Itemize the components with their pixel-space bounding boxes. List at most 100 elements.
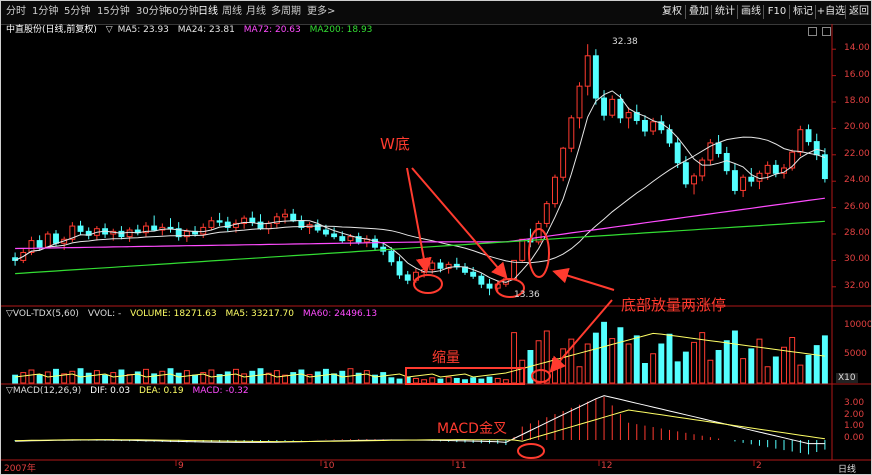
volume-bar (592, 332, 599, 384)
candle-body (543, 203, 550, 224)
timeframe-tab-1min[interactable]: 1分钟 (32, 6, 59, 17)
vol-ma5-readout: MA5: 33217.70 (225, 309, 294, 319)
volume-bar (151, 373, 158, 384)
volume-bar (85, 372, 92, 384)
timeframe-tab-multi[interactable]: 多周期 (271, 6, 301, 17)
candle-body (36, 240, 43, 248)
candle-body (748, 176, 755, 182)
price-tick-label: 16.00 (844, 69, 870, 80)
timeframe-tab-5min[interactable]: 5分钟 (64, 6, 91, 17)
volume-bar (102, 374, 109, 384)
volume-bar (691, 341, 697, 384)
volume-indicator-line: ▽VOL-TDX(5,60) VVOL: - VOLUME: 18271.63 … (6, 309, 383, 320)
price-tick-label: 28.00 (844, 228, 870, 238)
candle-body (224, 221, 231, 228)
timeframe-tab-day[interactable]: 日线 (198, 6, 218, 17)
volume-breakout-circle (531, 369, 551, 383)
candle-body (674, 142, 681, 164)
volume-bar (380, 372, 387, 384)
low-price-label: 13.36 (514, 290, 540, 300)
candle-body (183, 230, 190, 238)
volume-bar (175, 372, 182, 384)
candle-body (682, 162, 689, 185)
macd-readout: MACD: -0.32 (192, 386, 249, 396)
f10-button[interactable]: F10 (763, 5, 790, 19)
volume-readout: VOLUME: 18271.63 (130, 309, 217, 319)
candle-body (478, 275, 485, 285)
candle-body (175, 228, 182, 238)
volume-bar (183, 370, 190, 384)
volume-bar (535, 340, 542, 384)
timeframe-tab-week[interactable]: 周线 (222, 6, 242, 17)
volume-bar (232, 368, 239, 384)
toolbar: 分时 1分钟 5分钟 15分钟 30分钟 60分钟 日线 周线 月线 多周期 更… (0, 0, 872, 25)
candle-body (331, 233, 338, 238)
w-right-circle (495, 278, 525, 298)
add-watchlist-button[interactable]: +自选 (815, 5, 846, 19)
main-indicator-line: 中直股份(日线,前复权) ▽ MA5: 23.93 MA24: 23.81 MA… (6, 25, 378, 36)
macd-golden-cross-annotation: MACD金叉 (437, 421, 507, 437)
volume-bar (257, 368, 264, 384)
close-icon[interactable] (822, 27, 831, 36)
ma-toggle[interactable]: ▽ (105, 25, 113, 35)
w-arrow-right (411, 167, 508, 280)
fuquan-button[interactable]: 复权 (662, 6, 682, 17)
draw-line-button[interactable]: 画线 (737, 5, 764, 19)
timeframe-tab-minute[interactable]: 分时 (6, 6, 26, 17)
volume-bar (306, 374, 313, 384)
candle-body (552, 176, 558, 205)
candle-body (821, 154, 828, 180)
timeframe-tab-30min[interactable]: 30分钟 (136, 6, 169, 17)
stock-name: 中直股份(日线,前复权) (6, 25, 97, 35)
back-button[interactable]: 返回 (845, 5, 872, 19)
volume-bar (789, 337, 796, 384)
candle-body (740, 176, 747, 191)
vol-unit: X10 (836, 373, 858, 383)
volume-bar (322, 368, 329, 384)
candle-body (314, 224, 321, 231)
volume-bar (314, 371, 321, 384)
timeframe-tab-15min[interactable]: 15分钟 (97, 6, 130, 17)
candle-body (241, 217, 248, 224)
vol-title[interactable]: ▽VOL-TDX(5,60) (6, 309, 79, 319)
volume-bar (723, 340, 730, 384)
volume-bar (682, 351, 689, 384)
overlay-button[interactable]: 叠加 (685, 5, 712, 19)
timeframe-tab-more[interactable]: 更多> (307, 6, 336, 17)
macd-indicator-line: ▽MACD(12,26,9) DIF: 0.03 DEA: 0.19 MACD:… (6, 386, 255, 397)
macd-cross-circle (517, 443, 545, 459)
candle-body (723, 152, 730, 172)
settings-icon[interactable] (808, 27, 817, 36)
volume-bar (69, 370, 76, 384)
volume-bar (658, 343, 665, 384)
timeframe-tab-60min[interactable]: 60分钟 (166, 6, 199, 17)
timeframe-tab-month[interactable]: 月线 (246, 6, 266, 17)
volume-bar (298, 369, 305, 384)
limit-up-circle (528, 228, 550, 278)
volume-bar (93, 370, 100, 384)
candle-body (609, 98, 616, 116)
w-arrow-left (406, 167, 432, 274)
volume-bar (699, 332, 706, 384)
volume-bar (764, 366, 771, 384)
ma24-readout: MA24: 23.81 (177, 25, 235, 35)
volume-bar (731, 330, 738, 384)
volume-bar (633, 335, 640, 384)
candle-body (584, 55, 591, 87)
macd-tick-0: 0.00 (844, 433, 865, 443)
mark-button[interactable]: 标记 (789, 5, 816, 19)
volume-bar (797, 364, 804, 384)
time-label-2007: 2007年 (4, 464, 36, 474)
candle-body (396, 261, 403, 276)
w-bottom-annotation: W底 (380, 135, 410, 153)
volume-bar (666, 333, 673, 384)
ma72-readout: MA72: 20.63 (243, 25, 301, 35)
candle-body (339, 236, 346, 242)
shrink-volume-annotation: 缩量 (432, 350, 460, 366)
volume-bar (36, 374, 43, 384)
macd-title[interactable]: ▽MACD(12,26,9) (6, 386, 82, 396)
candle-body (805, 129, 812, 143)
stats-button[interactable]: 统计 (711, 5, 738, 19)
candle-body (232, 222, 239, 228)
